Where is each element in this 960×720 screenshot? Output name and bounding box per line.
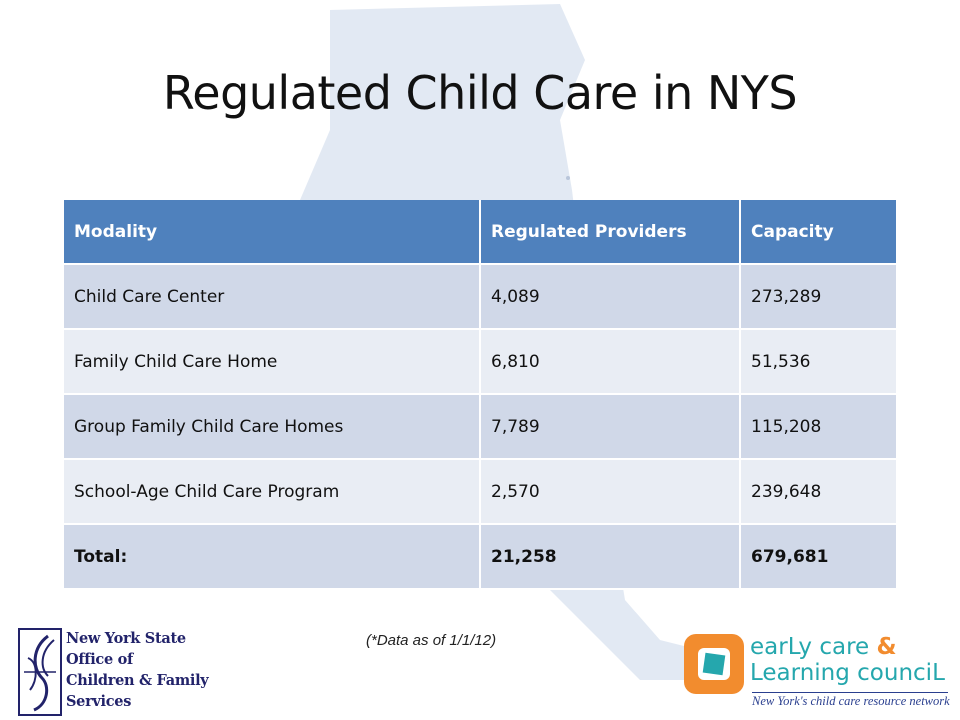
header-regulated-providers: Regulated Providers xyxy=(480,200,741,265)
eclc-logo: earLy care & Learning counciL New York's… xyxy=(680,628,960,720)
cell-capacity: 239,648 xyxy=(740,459,896,525)
cell-modality: Group Family Child Care Homes xyxy=(64,394,481,460)
table-row: School-Age Child Care Program 2,570 239,… xyxy=(64,459,896,525)
eclc-name-line2: Learning counciL xyxy=(750,660,945,686)
cell-providers: 6,810 xyxy=(480,329,741,395)
header-modality: Modality xyxy=(64,200,481,265)
cell-providers: 7,789 xyxy=(480,394,741,460)
table-row: Group Family Child Care Homes 7,789 115,… xyxy=(64,394,896,460)
cell-modality: School-Age Child Care Program xyxy=(64,459,481,525)
table-total-row: Total: 21,258 679,681 xyxy=(64,524,896,590)
table-row: Family Child Care Home 6,810 51,536 xyxy=(64,329,896,395)
eclc-square-icon xyxy=(684,634,744,694)
ocfs-name-line: Office of xyxy=(66,651,133,668)
ocfs-name: New York State Office of Children & Fami… xyxy=(66,628,209,712)
eclc-divider xyxy=(752,692,948,693)
cell-capacity: 115,208 xyxy=(740,394,896,460)
eclc-ampersand: & xyxy=(876,634,897,660)
ocfs-name-line: Children & Family xyxy=(66,672,209,689)
data-date-footnote: (*Data as of 1/1/12) xyxy=(366,632,497,649)
cell-modality: Child Care Center xyxy=(64,264,481,330)
ocfs-name-line: Services xyxy=(66,693,132,710)
eclc-name-line1: earLy care xyxy=(750,634,870,660)
cell-modality: Family Child Care Home xyxy=(64,329,481,395)
cell-capacity: 273,289 xyxy=(740,264,896,330)
eclc-tagline: New York's child care resource network xyxy=(752,694,950,708)
slide-title: Regulated Child Care in NYS xyxy=(162,66,798,120)
cell-providers: 2,570 xyxy=(480,459,741,525)
ocfs-seal-icon xyxy=(18,628,62,716)
cell-capacity: 51,536 xyxy=(740,329,896,395)
cell-total-providers: 21,258 xyxy=(480,524,741,590)
table-header-row: Modality Regulated Providers Capacity xyxy=(64,200,896,265)
ocfs-name-line: New York State xyxy=(66,630,186,647)
cell-total-capacity: 679,681 xyxy=(740,524,896,590)
child-care-table: Modality Regulated Providers Capacity Ch… xyxy=(64,200,896,590)
header-capacity: Capacity xyxy=(740,200,896,265)
ocfs-logo: New York State Office of Children & Fami… xyxy=(14,626,214,720)
table-row: Child Care Center 4,089 273,289 xyxy=(64,264,896,330)
eclc-name: earLy care & Learning counciL xyxy=(750,634,945,686)
cell-total-label: Total: xyxy=(64,524,481,590)
cell-providers: 4,089 xyxy=(480,264,741,330)
